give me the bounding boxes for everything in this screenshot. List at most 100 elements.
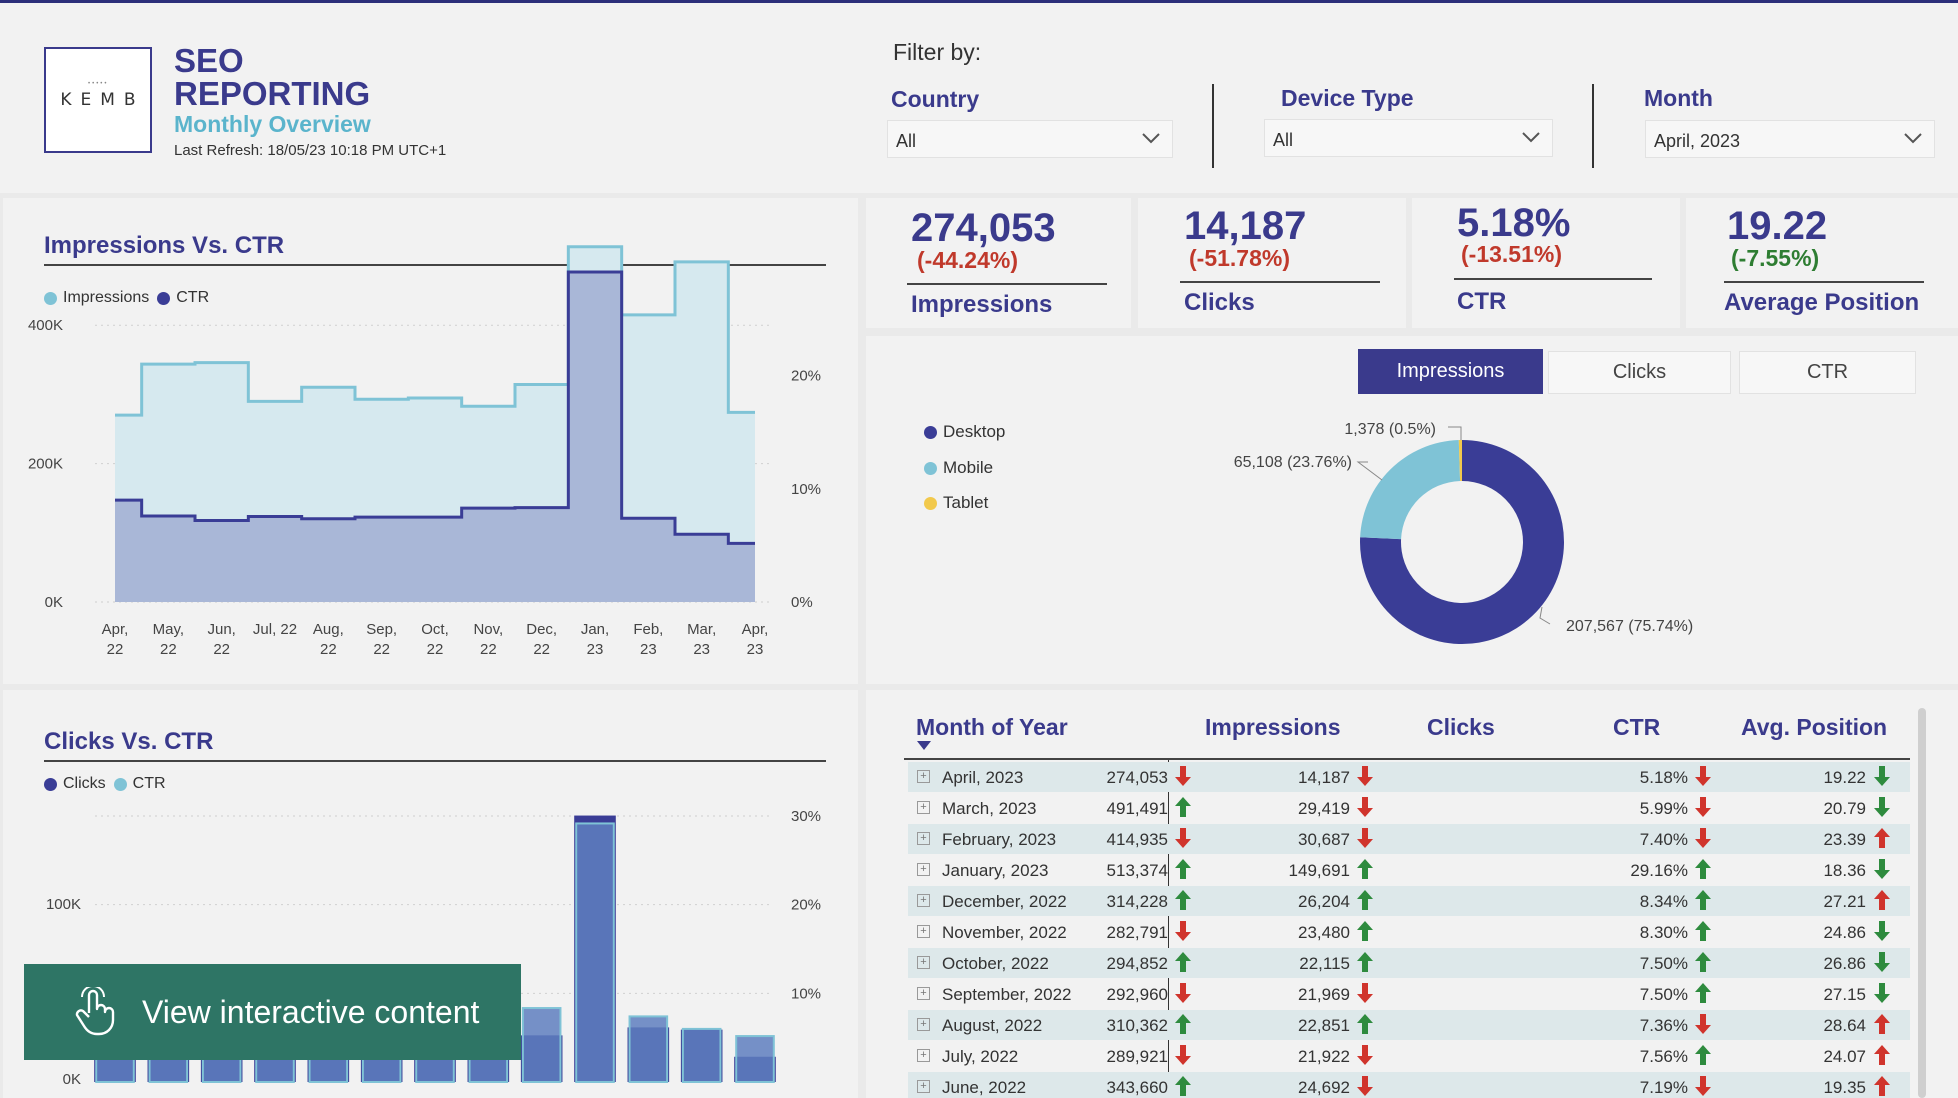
cell-clicks: 23,480: [1298, 923, 1350, 942]
device-type-dropdown[interactable]: All: [1264, 119, 1553, 157]
x-axis-tick: Sep,: [366, 621, 397, 638]
tab-ctr[interactable]: CTR: [1739, 351, 1916, 394]
expand-row-icon[interactable]: +: [917, 801, 930, 814]
table-row[interactable]: + October, 2022 294,852 22,115 7.50% 26.86: [908, 948, 1910, 978]
kpi-clicks-change: (-51.78%): [1189, 245, 1290, 271]
cell-impressions: 414,935: [1106, 830, 1168, 849]
x-axis-tick: 23: [693, 641, 710, 658]
impressions-chart-title: Impressions Vs. CTR: [44, 232, 285, 259]
header-panel: [0, 3, 1958, 193]
table-row[interactable]: + September, 2022 292,960 21,969 7.50% 27.15: [908, 979, 1910, 1009]
filter-separator: [1212, 84, 1214, 168]
x-axis-tick: Aug,: [313, 621, 344, 638]
x-axis-tick: Dec,: [526, 621, 557, 638]
cell-month: December, 2022: [942, 892, 1067, 911]
clicks-chart-legend: Clicks CTR: [44, 775, 166, 793]
y-axis-tick: 400K: [28, 317, 63, 334]
tab-clicks[interactable]: Clicks: [1548, 351, 1731, 394]
impressions-line: [115, 245, 755, 417]
kpi-card-clicks: [1138, 198, 1406, 328]
legend-dot: [44, 777, 57, 791]
arrow-down-icon: [1874, 766, 1890, 786]
cell-month: February, 2023: [942, 830, 1057, 849]
kpi-card-avg-position: [1686, 198, 1958, 328]
table-row[interactable]: + August, 2022 310,362 22,851 7.36% 28.64: [908, 1010, 1910, 1040]
table-row[interactable]: + June, 2022 343,660 24,692 7.19% 19.35: [908, 1072, 1910, 1098]
expand-row-icon[interactable]: +: [917, 925, 930, 938]
x-axis-tick: 22: [373, 641, 390, 658]
table-row[interactable]: + February, 2023 414,935 30,687 7.40% 23.39: [908, 824, 1910, 854]
arrow-up-icon: [1874, 1014, 1890, 1034]
cell-clicks: 21,969: [1298, 985, 1350, 1004]
country-dropdown[interactable]: All: [887, 120, 1173, 158]
col-header-clicks[interactable]: Clicks: [1427, 714, 1495, 740]
arrow-down-icon: [1175, 921, 1191, 941]
cell-impressions: 294,852: [1106, 954, 1168, 973]
table-row[interactable]: + July, 2022 289,921 21,922 7.56% 24.07: [908, 1041, 1910, 1071]
x-axis-tick: Apr,: [102, 621, 129, 638]
table-row[interactable]: + March, 2023 491,491 29,419 5.99% 20.79: [908, 793, 1910, 823]
expand-row-icon[interactable]: +: [917, 832, 930, 845]
x-axis-tick: 22: [320, 641, 337, 658]
table-row[interactable]: + April, 2023 274,053 14,187 5.18% 19.22: [908, 762, 1910, 792]
legend-label: Desktop: [943, 422, 1006, 441]
expand-row-icon[interactable]: +: [917, 1018, 930, 1031]
x-axis-tick: 22: [160, 641, 177, 658]
col-header-impressions[interactable]: Impressions: [1205, 714, 1341, 740]
device-donut-chart[interactable]: 207,567 (75.74%) 65,108 (23.76%) 1,378 (0.…: [1200, 400, 1760, 660]
expand-row-icon[interactable]: +: [917, 770, 930, 783]
expand-row-icon[interactable]: +: [917, 1049, 930, 1062]
tab-impressions[interactable]: Impressions: [1358, 349, 1543, 394]
cell-clicks: 30,687: [1298, 830, 1350, 849]
cell-month: August, 2022: [942, 1016, 1043, 1035]
legend-ctr: CTR: [132, 775, 166, 792]
donut-slice-desktop: [1360, 440, 1564, 644]
touch-hand-icon: [75, 987, 115, 1036]
expand-row-icon[interactable]: +: [917, 987, 930, 1000]
view-interactive-banner[interactable]: View interactive content: [24, 964, 521, 1060]
last-refresh: Last Refresh: 18/05/23 10:18 PM UTC+1: [174, 142, 447, 159]
label-mobile: 65,108 (23.76%): [1234, 454, 1352, 471]
col-header-ctr[interactable]: CTR: [1613, 714, 1661, 740]
chevron-down-icon: [1522, 132, 1540, 143]
expand-row-icon[interactable]: +: [917, 1080, 930, 1093]
leader-line: [1448, 426, 1462, 440]
company-logo: ••••• KEMB: [44, 47, 152, 153]
cell-impressions: 343,660: [1106, 1078, 1168, 1097]
x-axis-tick: Nov,: [473, 621, 503, 638]
expand-row-icon[interactable]: +: [917, 956, 930, 969]
arrow-up-icon: [1695, 1045, 1711, 1065]
arrow-down-icon: [1695, 797, 1711, 817]
arrow-up-icon: [1695, 952, 1711, 972]
ctr-bar: [575, 822, 615, 1083]
leader-line: [1356, 461, 1383, 481]
filter-heading: Filter by:: [893, 39, 982, 65]
table-scrollbar[interactable]: [1918, 708, 1926, 1098]
logo-text: KEMB: [60, 90, 145, 110]
col-header-avg-position[interactable]: Avg. Position: [1741, 714, 1888, 740]
expand-row-icon[interactable]: +: [917, 863, 930, 876]
impressions-ctr-chart[interactable]: 400K 200K 0K 20% 10% 0% Apr, 22 May, 22 Jun, 22 Jul,…: [3, 198, 858, 684]
cell-ctr: 7.50%: [1639, 954, 1688, 973]
expand-row-icon[interactable]: +: [917, 894, 930, 907]
x-axis-tick: Jan,: [581, 621, 609, 638]
cell-impressions: 282,791: [1106, 923, 1168, 942]
ctr-bar: [628, 1015, 669, 1083]
sort-desc-icon[interactable]: [917, 741, 931, 751]
country-label: Country: [891, 86, 980, 112]
impressions-chart-legend: Impressions CTR: [44, 289, 209, 307]
table-row[interactable]: + November, 2022 282,791 23,480 8.30% 24.86: [908, 917, 1910, 947]
arrow-down-icon: [1874, 921, 1890, 941]
cell-impressions: 513,374: [1106, 861, 1168, 880]
col-header-month[interactable]: Month of Year: [916, 714, 1068, 740]
filter-separator: [1592, 84, 1594, 168]
table-row[interactable]: + December, 2022 314,228 26,204 8.34% 27.21: [908, 886, 1910, 916]
x-axis-tick: Feb,: [633, 621, 663, 638]
month-dropdown[interactable]: April, 2023: [1645, 120, 1935, 158]
arrow-up-icon: [1357, 921, 1373, 941]
cell-avg-position: 19.35: [1823, 1078, 1866, 1097]
arrow-up-icon: [1874, 828, 1890, 848]
arrow-up-icon: [1357, 859, 1373, 879]
kpi-impressions-change: (-44.24%): [917, 247, 1018, 273]
table-row[interactable]: + January, 2023 513,374 149,691 29.16% 18.36: [908, 855, 1910, 885]
